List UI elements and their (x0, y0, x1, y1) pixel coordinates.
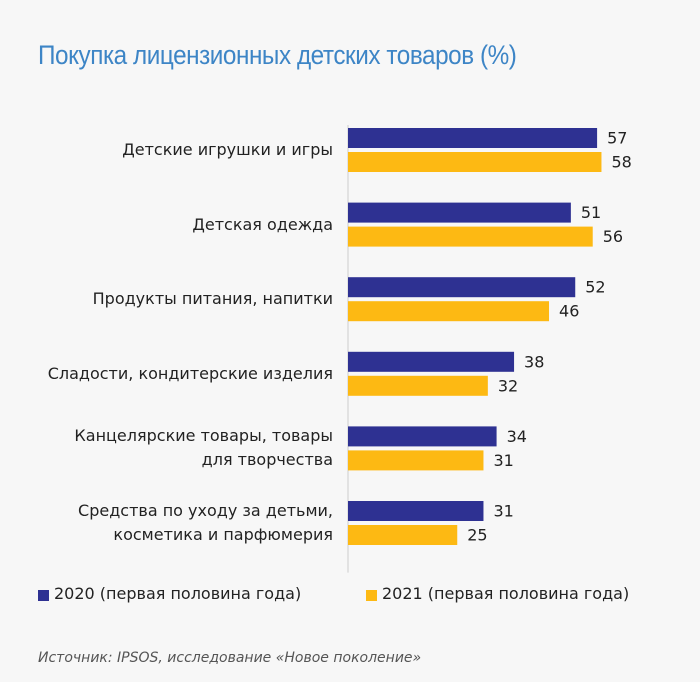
value-label: 38 (524, 352, 544, 371)
value-label: 58 (611, 153, 631, 172)
legend-swatch (38, 590, 49, 601)
value-label: 56 (603, 227, 623, 246)
value-label: 51 (581, 203, 601, 222)
bar (348, 525, 458, 545)
bar (348, 501, 484, 521)
category-label: Детская одежда (192, 214, 333, 234)
chart-title: Покупка лицензионных детских товаров (%) (38, 40, 517, 70)
legend-label: 2020 (первая половина года) (54, 584, 302, 603)
category-label: Средства по уходу за детьми, косметика и… (78, 501, 333, 544)
bar (348, 128, 598, 148)
bar (348, 375, 488, 396)
value-label: 34 (507, 427, 527, 446)
value-label: 32 (498, 376, 518, 395)
category-label: Детские игрушки и игры (122, 140, 333, 159)
bar (348, 202, 571, 223)
source-note: Источник: IPSOS, исследование «Новое пок… (38, 650, 422, 666)
value-label: 31 (493, 502, 513, 521)
value-label: 57 (607, 129, 627, 148)
bar (348, 450, 484, 471)
bar (348, 301, 550, 322)
category-label: Сладости, кондитерские изделия (47, 363, 333, 383)
legend-swatch (366, 590, 377, 601)
category-label: Канцелярские товары, товары для творчест… (74, 426, 333, 470)
legend-label: 2021 (первая половина года) (382, 584, 630, 603)
bar (348, 277, 576, 298)
value-label: 25 (467, 526, 487, 545)
bar (348, 152, 602, 172)
bar (348, 226, 593, 247)
bar (348, 426, 497, 447)
category-label: Продукты питания, напитки (92, 289, 333, 309)
value-label: 52 (585, 278, 605, 297)
value-label: 31 (493, 451, 513, 470)
value-label: 46 (559, 302, 579, 321)
bar (348, 351, 515, 372)
